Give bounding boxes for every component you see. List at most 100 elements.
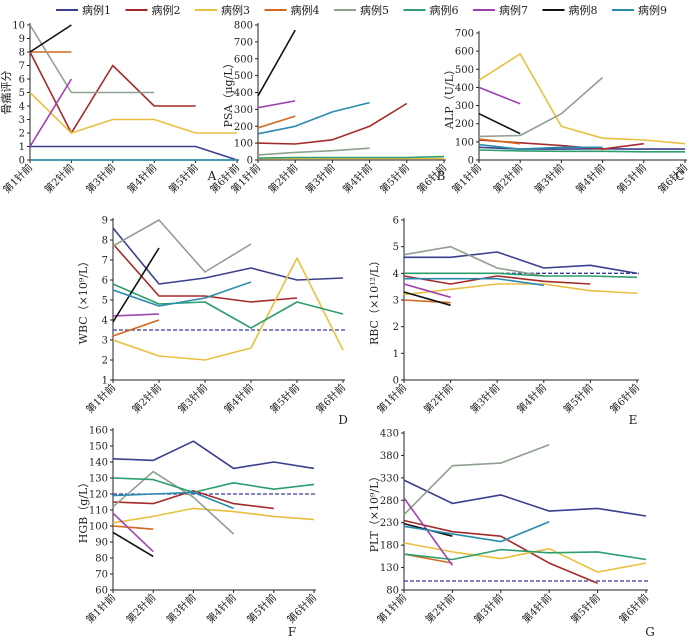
x-tick-label: 第4针前 (514, 381, 549, 416)
y-tick-label: 140 (89, 458, 108, 469)
legend-label: 病例5 (360, 3, 389, 17)
y-tick-label: 120 (89, 490, 108, 501)
y-tick-label: 8 (19, 48, 25, 59)
series-line (112, 512, 154, 553)
series-line (478, 149, 685, 153)
y-tick-label: 700 (455, 29, 474, 40)
y-tick-label: 80 (386, 586, 399, 597)
x-tick-label: 第4针前 (519, 591, 554, 626)
series-line (112, 243, 298, 303)
y-tick-label: 5 (102, 296, 108, 307)
y-tick-label: 300 (455, 101, 474, 112)
legend: 病例1 病例2 病例3 病例4 病例5 病例6 病例7 病例8 病例9 (56, 3, 667, 17)
series-line (403, 443, 550, 516)
x-tick-label: 第3针前 (303, 161, 338, 196)
series-line (112, 507, 315, 524)
panel-label: G (645, 625, 655, 639)
chart-panel-G: 80130180230280330380430第1针前 第2针前 第3针前 第4针前第… (368, 429, 655, 640)
legend-label: 病例6 (430, 3, 459, 17)
y-tick-label: 3 (393, 296, 399, 307)
x-tick-label: 第3针前 (175, 381, 210, 416)
panel-label: F (288, 625, 296, 639)
y-tick-label: 160 (89, 426, 108, 437)
y-tick-label: 200 (234, 122, 253, 133)
y-tick-label: 150 (89, 442, 108, 453)
y-tick-label: 180 (380, 541, 399, 552)
y-tick-label: 400 (234, 88, 253, 99)
series-line (112, 531, 154, 558)
x-tick-label: 第2针前 (42, 161, 77, 196)
series-line (478, 143, 603, 150)
series-line (112, 491, 234, 510)
x-tick-label: 第4针前 (221, 381, 256, 416)
series-line (112, 227, 344, 285)
series-line (30, 145, 238, 161)
y-tick-label: 0 (468, 156, 474, 167)
series-line (257, 29, 296, 97)
y-tick-label: 100 (455, 137, 474, 148)
y-tick-label: 0 (19, 156, 25, 167)
series-line (29, 24, 72, 53)
x-tick-label: 第4针前 (124, 161, 159, 196)
x-tick-label: 第5针前 (568, 591, 603, 626)
series-line (403, 291, 451, 307)
series-line (478, 76, 604, 138)
y-tick-label: 5 (19, 88, 25, 99)
y-tick-label: 130 (380, 563, 399, 574)
y-tick-label: 8 (102, 236, 108, 247)
y-tick-label: 4 (19, 102, 25, 113)
series-line (403, 479, 647, 517)
x-tick-label: 第2针前 (129, 381, 164, 416)
y-tick-label: 400 (455, 83, 474, 94)
y-tick-label: 110 (89, 506, 108, 517)
series-line (257, 115, 296, 129)
series-line (403, 283, 638, 296)
x-tick-label: 第2针前 (423, 591, 458, 626)
x-tick-label: 第5针前 (244, 591, 279, 626)
y-tick-label: 1 (19, 142, 25, 153)
y-tick-label: 2 (102, 356, 108, 367)
series-line (112, 470, 235, 535)
y-axis-label: WBC（×10⁹/L） (77, 256, 90, 345)
x-tick-label: 第5针前 (561, 381, 596, 416)
legend-label: 病例2 (152, 3, 181, 17)
x-tick-label: 第3针前 (467, 381, 502, 416)
legend-label: 病例1 (82, 3, 111, 17)
x-tick-label: 第6针前 (616, 591, 651, 626)
x-tick-label: 第4针前 (340, 161, 375, 196)
series-line (403, 519, 598, 585)
series-line (403, 542, 647, 573)
series-line (257, 102, 408, 145)
legend-label: 病例3 (221, 3, 250, 17)
y-tick-label: 90 (95, 538, 108, 549)
series-line (29, 24, 155, 94)
series-line (112, 283, 344, 329)
y-tick-label: 2 (393, 322, 399, 333)
y-tick-label: 230 (380, 518, 399, 529)
legend-label: 病例4 (291, 3, 320, 17)
series-line (403, 521, 550, 543)
series-line (29, 91, 237, 134)
legend-label: 病例9 (638, 3, 667, 17)
series-line (403, 245, 544, 277)
series-line (478, 53, 686, 145)
y-tick-label: 0 (247, 156, 253, 167)
y-tick-label: 380 (380, 451, 399, 462)
series-line (112, 319, 160, 337)
x-tick-label: 第3针前 (164, 591, 199, 626)
y-tick-label: 500 (455, 65, 474, 76)
y-tick-label: 5 (393, 242, 399, 253)
x-tick-label: 第6针前 (655, 161, 690, 196)
y-axis-label: HGB（g/L） (77, 477, 90, 544)
y-axis-label: PSA（μg/L） (222, 57, 235, 127)
y-tick-label: 800 (234, 21, 253, 32)
series-line (403, 275, 591, 285)
y-tick-label: 100 (234, 139, 253, 150)
x-tick-label: 第2针前 (421, 381, 456, 416)
series-line (403, 548, 647, 561)
